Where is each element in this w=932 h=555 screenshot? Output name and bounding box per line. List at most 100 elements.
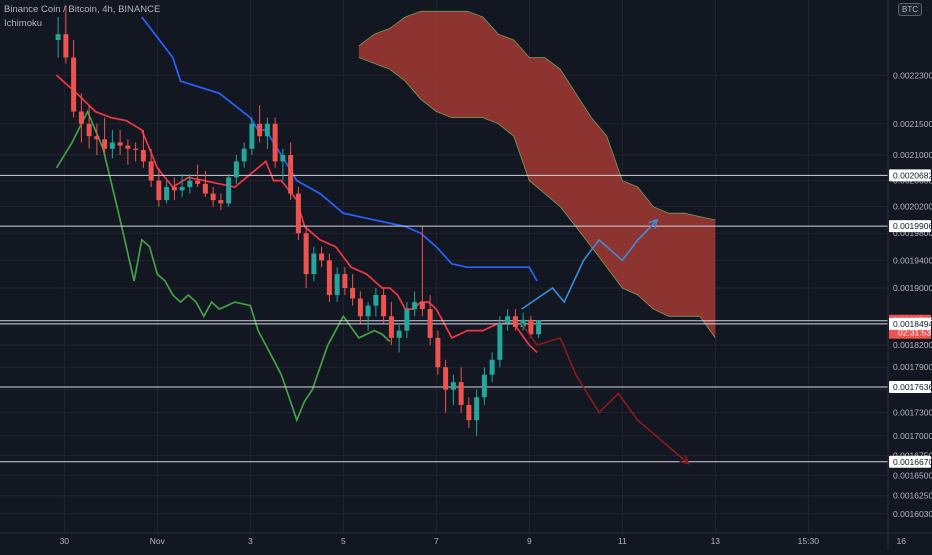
candle	[481, 367, 487, 405]
candle-body	[396, 330, 402, 338]
candle	[202, 170, 208, 197]
candle	[117, 129, 123, 156]
candle	[520, 312, 526, 331]
candle-body	[311, 253, 317, 275]
senkou-a-line	[358, 10, 716, 221]
y-tick-label: 0.0019800	[893, 228, 932, 238]
candle	[102, 117, 108, 156]
candle-body	[295, 193, 301, 234]
x-tick-label: 13	[711, 536, 721, 546]
candle-body	[528, 319, 534, 335]
candle	[489, 352, 495, 383]
price-level-tag	[889, 380, 931, 393]
conversion-line	[56, 74, 538, 354]
candle-body	[94, 136, 100, 140]
candle-body	[350, 288, 356, 299]
candle	[435, 330, 441, 375]
x-tick-label: 15:30	[798, 536, 820, 546]
candle	[342, 267, 348, 296]
x-tick-label: 7	[434, 536, 439, 546]
candle-body	[458, 382, 464, 405]
candle	[233, 155, 239, 184]
candle	[528, 316, 534, 338]
projection-down-path	[520, 322, 689, 465]
y-tick-label: 0.0017000	[893, 431, 932, 441]
candle	[148, 148, 154, 188]
candle-body	[412, 302, 418, 310]
symbol-title[interactable]: Binance Coin / Bitcoin, 4h, BINANCE	[4, 4, 161, 15]
price-level-tag	[889, 169, 931, 182]
candle-body	[288, 155, 294, 194]
candle	[365, 302, 371, 331]
candle	[505, 309, 511, 331]
candle-body	[226, 177, 232, 204]
candle	[264, 117, 270, 149]
candle-body	[536, 320, 542, 335]
candle	[71, 39, 77, 118]
candle	[272, 117, 278, 168]
ichimoku-cloud	[358, 10, 716, 339]
y-tick-label: 0.0016250	[893, 491, 932, 501]
currency-badge[interactable]: BTC	[898, 3, 922, 16]
candle-body	[195, 180, 201, 184]
candle-body	[257, 123, 263, 137]
candle-body	[280, 155, 286, 162]
indicator-lines	[55, 16, 538, 423]
candle-body	[125, 145, 131, 149]
y-tick-label: 0.0018200	[893, 340, 932, 350]
candle	[357, 291, 363, 324]
candle-body	[357, 298, 363, 317]
candle-body	[241, 148, 247, 162]
candles	[55, 5, 542, 436]
price-level-label: 0.0019906	[893, 221, 932, 231]
candle	[94, 123, 100, 156]
candle-body	[334, 274, 340, 296]
candle-body	[505, 316, 511, 324]
time-axis[interactable]: 30 Nov 3 5 7 9 11 13 15:30 16	[0, 532, 932, 546]
y-tick-label: 0.0016030	[893, 509, 932, 519]
candle	[195, 164, 201, 188]
lagging-span	[55, 109, 391, 423]
x-tick-label: 11	[618, 536, 627, 546]
candle-body	[171, 187, 177, 191]
candle-body	[264, 123, 270, 137]
candle	[536, 319, 542, 338]
candle	[419, 226, 425, 317]
candle-body	[388, 316, 394, 338]
candle-body	[218, 200, 224, 204]
horizontal-levels	[0, 174, 888, 463]
candle	[187, 174, 193, 194]
candle	[78, 93, 84, 143]
candle	[427, 295, 433, 346]
indicator-label[interactable]: Ichimoku	[4, 18, 43, 29]
candle	[388, 302, 394, 346]
candle-body	[466, 404, 472, 421]
candle-body	[210, 193, 216, 201]
candle	[326, 253, 332, 303]
candle	[303, 226, 309, 289]
candle	[257, 105, 263, 143]
candle	[295, 187, 301, 240]
candle-body	[512, 316, 518, 328]
candle	[458, 367, 464, 413]
price-axis[interactable]: 0.00223000.00215000.00210000.00206000.00…	[887, 0, 932, 550]
candle-body	[233, 161, 239, 178]
candle-body	[86, 123, 92, 137]
candle	[86, 105, 92, 149]
candle-body	[102, 139, 108, 149]
candle-body	[78, 111, 84, 124]
candle-body	[497, 323, 503, 360]
candle-body	[71, 57, 77, 112]
projection-down-arrowhead	[679, 454, 690, 465]
candle-body	[450, 382, 456, 390]
candle-body	[117, 142, 123, 146]
candle	[412, 291, 418, 317]
kumo-area	[358, 11, 716, 338]
candle	[164, 180, 170, 204]
candle-body	[474, 397, 480, 421]
candle	[443, 359, 449, 413]
x-tick-label: 3	[248, 536, 253, 546]
candle-body	[272, 123, 278, 162]
